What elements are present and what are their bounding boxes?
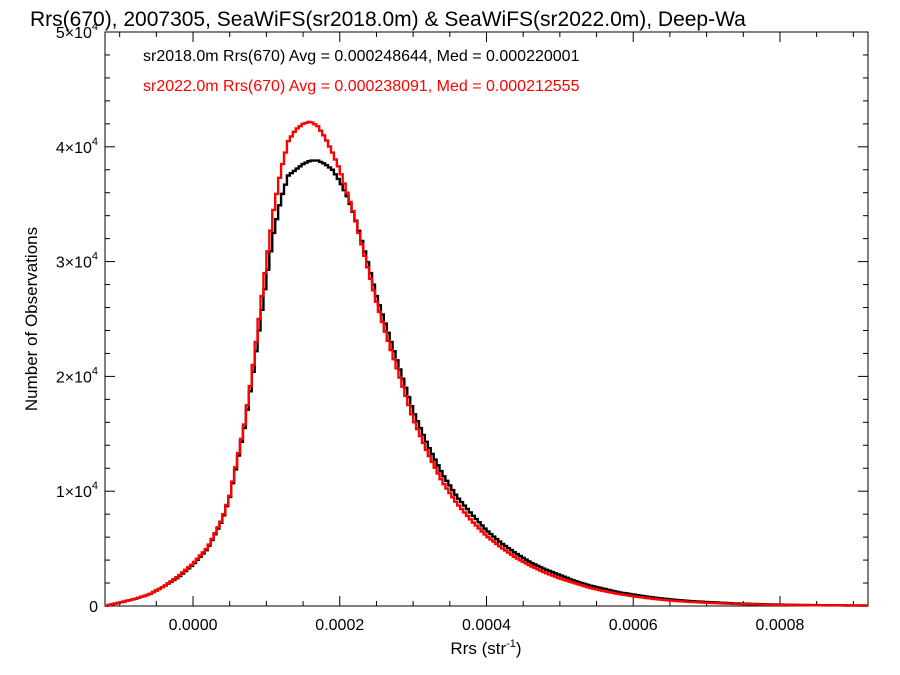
chart-title: Rrs(670), 2007305, SeaWiFS(sr2018.0m) & … [30, 8, 746, 31]
y-tick-label: 0 [89, 599, 98, 616]
y-tick-exponent: 4 [92, 251, 98, 263]
y-axis-label: Number of Observations [22, 227, 41, 411]
y-tick-label: 4×104 [56, 136, 98, 157]
x-tick-label: 0.0008 [755, 617, 804, 634]
x-tick-label: 0.0004 [462, 617, 511, 634]
series-line-sr2018-0m [105, 159, 868, 607]
x-axis-ticks: 0.0000 0.0002 0.0004 0.0006 0.0008 [119, 32, 854, 634]
y-tick-label: 3×104 [56, 251, 98, 272]
y-tick-label: 2×104 [56, 365, 98, 386]
x-axis-label: Rrs (str-1) [450, 638, 521, 658]
y-tick-exponent: 4 [92, 21, 98, 33]
plot-border [104, 31, 869, 607]
legend-entry-sr2018: sr2018.0m Rrs(670) Avg = 0.000248644, Me… [143, 48, 580, 65]
x-tick-label: 0.0000 [169, 617, 218, 634]
x-tick-label: 0.0006 [609, 617, 658, 634]
legend-entry-sr2022: sr2022.0m Rrs(670) Avg = 0.000238091, Me… [143, 78, 580, 95]
y-tick-mantissa: 5×10 [56, 25, 92, 42]
y-tick-mantissa: 0 [89, 599, 98, 616]
y-tick-mantissa: 4×10 [56, 140, 92, 157]
y-tick-mantissa: 1×10 [56, 484, 92, 501]
y-tick-exponent: 4 [92, 365, 98, 377]
y-tick-label: 5×104 [56, 21, 98, 42]
x-axis-label-sup: -1 [506, 638, 516, 650]
y-tick-exponent: 4 [92, 136, 98, 148]
series-layer [105, 120, 868, 607]
plot-area [104, 31, 869, 607]
y-tick-label: 1×104 [56, 480, 98, 501]
y-tick-mantissa: 3×10 [56, 255, 92, 272]
x-axis-label-text: Rrs (str [450, 639, 506, 658]
x-tick-label: 0.0002 [315, 617, 364, 634]
series-line-sr2022-0m [105, 120, 868, 607]
y-tick-exponent: 4 [92, 480, 98, 492]
x-axis-label-end: ) [516, 639, 522, 658]
y-tick-mantissa: 2×10 [56, 369, 92, 386]
